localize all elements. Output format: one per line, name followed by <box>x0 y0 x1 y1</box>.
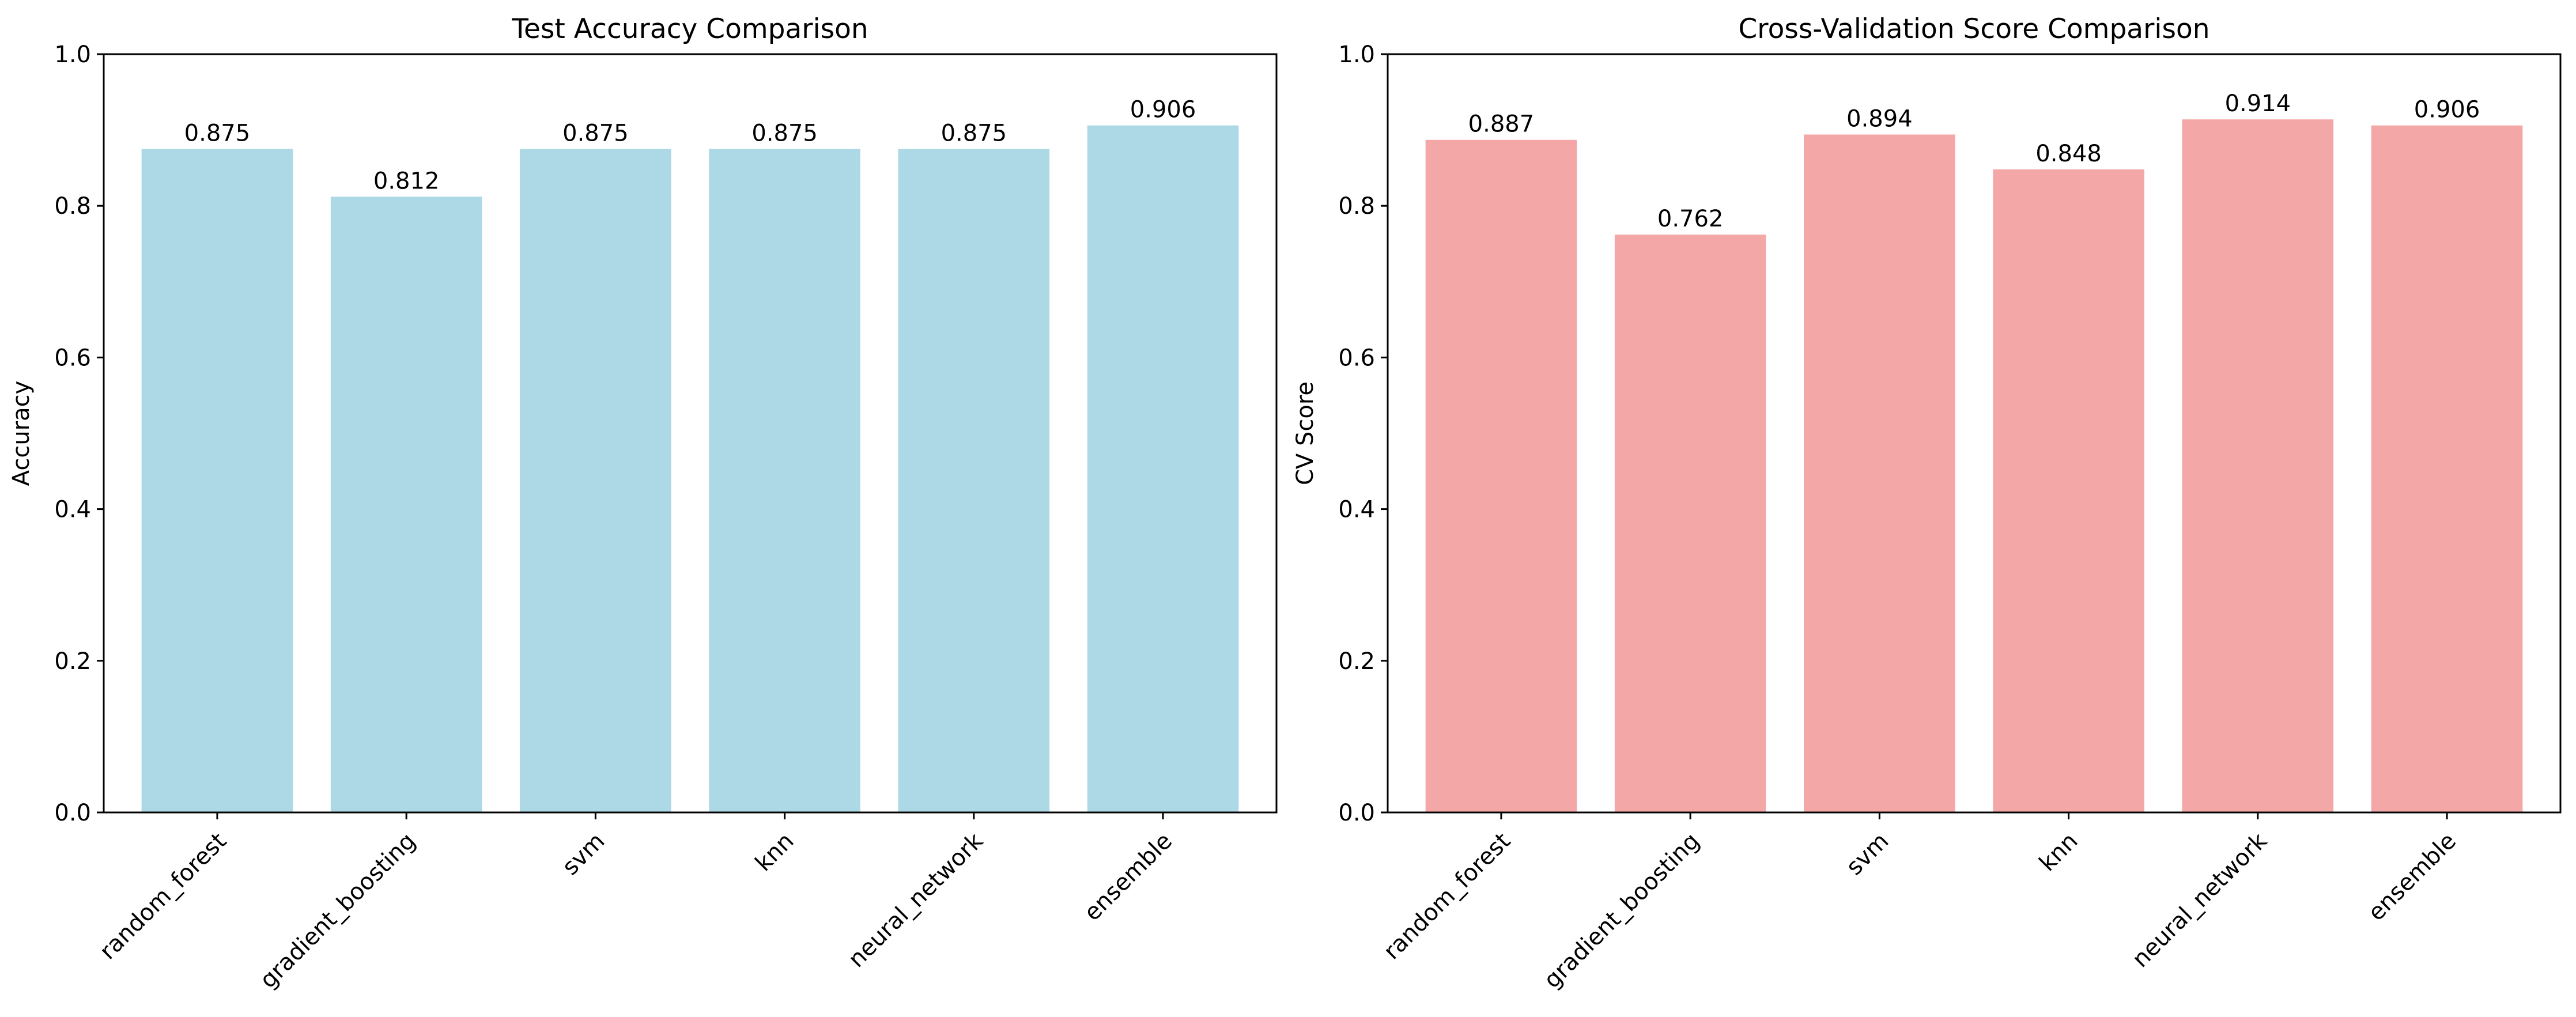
bar-value-label: 0.914 <box>2225 90 2291 117</box>
bar-value-label: 0.894 <box>1846 106 1913 133</box>
x-tick-label: neural_network <box>843 827 988 973</box>
x-tick-label: ensemble <box>2363 828 2461 927</box>
y-tick-label: 0.0 <box>1338 800 1375 826</box>
bar-random-forest <box>1425 139 1577 813</box>
bar-neural-network <box>2182 119 2334 813</box>
x-tick-label: gradient_boosting <box>255 828 421 994</box>
bar-ensemble <box>2371 125 2523 813</box>
y-tick-label: 0.2 <box>54 648 91 675</box>
bar-ensemble <box>1087 125 1239 813</box>
x-tick-label: svm <box>1841 828 1894 881</box>
bar-random-forest <box>141 149 293 812</box>
bar-value-label: 0.906 <box>1130 97 1196 123</box>
x-tick-label: random_forest <box>95 828 232 965</box>
bar-value-label: 0.887 <box>1468 111 1535 138</box>
y-tick-label: 0.8 <box>54 193 91 220</box>
bar-value-label: 0.848 <box>2035 141 2102 167</box>
bar-value-label: 0.875 <box>751 120 818 147</box>
chart-title: Test Accuracy Comparison <box>511 13 868 45</box>
chart-cv-score: 0.887 0.762 0.894 0.848 0.914 0.906 0.0 0.2 0.4 0… <box>1292 13 2562 994</box>
y-tick-label: 1.0 <box>1338 41 1375 68</box>
y-tick-label: 0.0 <box>54 800 91 826</box>
bar-value-label: 0.812 <box>373 168 440 194</box>
y-axis-label: CV Score <box>1292 381 1319 485</box>
axes-frame <box>1387 53 2562 814</box>
y-axis-label: Accuracy <box>8 381 35 486</box>
bar-knn <box>1993 169 2144 812</box>
y-tick-label: 0.2 <box>1338 648 1375 675</box>
bar-gradient-boosting <box>330 196 482 812</box>
y-tick-label: 0.6 <box>54 345 91 371</box>
x-tick-label: random_forest <box>1378 828 1516 965</box>
x-tick-label: ensemble <box>1079 828 1177 927</box>
y-tick-label: 0.4 <box>54 497 91 523</box>
x-tick-label: knn <box>2034 828 2083 877</box>
chart-test-accuracy: 0.875 0.812 0.875 0.875 0.875 0.906 0.0 0.2 0.4 0… <box>8 13 1278 994</box>
bar-svm <box>520 149 671 812</box>
axes-frame <box>103 53 1278 814</box>
y-tick-label: 0.6 <box>1338 345 1375 371</box>
x-tick-label: gradient_boosting <box>1539 828 1705 994</box>
y-tick-label: 0.4 <box>1338 497 1375 523</box>
x-tick-label: svm <box>557 828 610 881</box>
bar-knn <box>709 149 860 812</box>
bar-svm <box>1804 134 1955 812</box>
y-tick-label: 1.0 <box>54 41 91 68</box>
x-tick-label: neural_network <box>2127 827 2272 973</box>
bar-value-label: 0.762 <box>1657 206 1724 232</box>
y-tick-label: 0.8 <box>1338 193 1375 220</box>
bar-value-label: 0.875 <box>562 120 629 147</box>
bar-gradient-boosting <box>1614 235 1766 813</box>
bar-value-label: 0.875 <box>941 120 1007 147</box>
bar-neural-network <box>898 149 1050 812</box>
x-tick-label: knn <box>750 828 799 877</box>
bar-value-label: 0.875 <box>184 120 251 147</box>
chart-title: Cross-Validation Score Comparison <box>1738 13 2209 45</box>
bar-value-label: 0.906 <box>2414 97 2480 123</box>
